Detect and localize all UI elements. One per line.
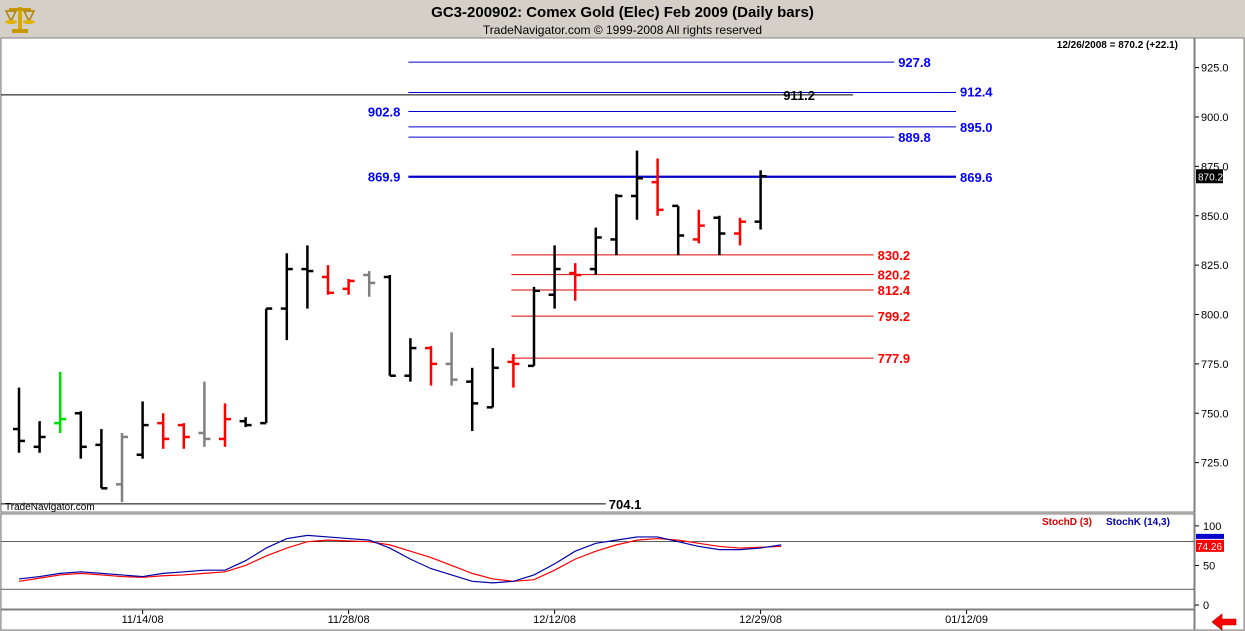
price-tick-label: 725.0: [1201, 458, 1229, 470]
ohlc-bar: [425, 346, 437, 386]
ohlc-bar: [342, 278, 355, 295]
stochastic-panel: 0 50 100 74.26: [1, 521, 1224, 612]
ohlc-bar: [404, 338, 417, 382]
watermark: TradeNavigator.com: [5, 502, 95, 513]
ohlc-bar: [54, 371, 67, 433]
ohlc-bar: [383, 275, 396, 377]
ohlc-bar: [631, 150, 643, 220]
date-tick-label: 01/12/09: [945, 614, 988, 626]
price-tick-label: 825.0: [1201, 260, 1229, 272]
ohlc-bar: [13, 387, 25, 453]
stochd-line: [18, 537, 782, 582]
ohlc-bar: [198, 381, 211, 447]
last-price-label: 870.2: [1198, 172, 1223, 183]
ohlc-bar: [74, 411, 87, 459]
level-label: 812.4: [878, 283, 911, 298]
level-label: 820.2: [878, 268, 911, 283]
ohlc-bar: [157, 413, 170, 449]
ohlc-bar: [507, 354, 520, 388]
level-label: 777.9: [878, 351, 911, 366]
price-bars: [13, 150, 767, 503]
legend-stochd: StochD (3): [1042, 517, 1092, 528]
level-label: 799.2: [878, 309, 911, 324]
date-tick-label: 11/28/08: [328, 614, 370, 626]
price-readout: 12/26/2008 = 870.2 (+22.1): [1057, 40, 1178, 51]
level-label: 911.2: [783, 88, 815, 103]
ohlc-bar: [672, 204, 685, 256]
level-label: 869.9: [368, 169, 401, 184]
chart-title: GC3-200902: Comex Gold (Elec) Feb 2009 (…: [431, 4, 814, 21]
ohlc-bar: [301, 245, 314, 309]
last-price-box: [1196, 169, 1223, 184]
ohlc-bar: [466, 367, 479, 432]
date-axis: 11/14/08 11/28/08 12/12/08 12/29/08 01/12/09: [122, 610, 988, 626]
stochk-marker: [1196, 533, 1224, 539]
level-label: 830.2: [878, 248, 911, 263]
ohlc-bar: [486, 348, 499, 409]
legend-stochk: StochK (14,3): [1106, 517, 1170, 528]
copyright-subtitle: TradeNavigator.com © 1999-2008 All right…: [482, 23, 763, 37]
price-tick-label: 750.0: [1201, 408, 1229, 420]
ohlc-bar: [445, 332, 458, 386]
ohlc-bar: [692, 209, 705, 244]
ohlc-bar: [260, 307, 273, 425]
level-lines: 927.8 912.4 911.2 902.8 895.0 889.8 869.9 869.6…: [1, 55, 993, 512]
ohlc-bar: [754, 170, 767, 230]
level-label: 704.1: [609, 497, 642, 512]
date-tick-label: 11/14/08: [122, 614, 164, 626]
ohlc-bar: [177, 423, 190, 449]
ohlc-bar: [280, 253, 293, 341]
ohlc-bar: [363, 271, 376, 297]
level-label: 869.6: [960, 170, 993, 185]
level-label: 895.0: [960, 120, 993, 135]
price-tick-label: 925.0: [1201, 63, 1229, 75]
ohlc-bar: [33, 421, 46, 453]
level-label: 902.8: [368, 104, 401, 119]
ohlc-bar: [528, 286, 540, 368]
price-tick-label: 900.0: [1201, 112, 1229, 124]
stochd-value-box: [1196, 539, 1224, 552]
scales-logo-icon: [3, 3, 37, 40]
ohlc-bar: [713, 215, 726, 256]
ohlc-bar: [589, 227, 602, 275]
stoch-legend: StochD (3) StochK (14,3): [1042, 517, 1170, 528]
price-tick-label: 800.0: [1201, 310, 1229, 322]
ohlc-bar: [239, 417, 252, 428]
scroll-left-arrow-icon[interactable]: [1211, 613, 1237, 631]
ohlc-bar: [569, 263, 582, 301]
price-axis: 725.0750.0775.0800.0825.0850.0875.0900.0…: [1195, 63, 1229, 470]
ohlc-bar: [95, 429, 108, 490]
ohlc-bar: [219, 403, 231, 447]
level-label: 889.8: [898, 130, 931, 145]
date-tick-label: 12/29/08: [739, 614, 782, 626]
stoch-tick-label: 100: [1203, 521, 1221, 533]
ohlc-bar: [610, 194, 623, 256]
level-label: 927.8: [898, 55, 931, 70]
ohlc-bar: [734, 217, 746, 246]
ohlc-bar: [116, 433, 128, 503]
stoch-tick-label: 0: [1203, 600, 1209, 612]
ohlc-bar: [322, 265, 334, 295]
stoch-tick-label: 50: [1203, 560, 1215, 572]
price-tick-label: 775.0: [1201, 359, 1229, 371]
stoch-last-value: 74.26: [1197, 542, 1222, 553]
price-tick-label: 850.0: [1201, 211, 1229, 223]
date-tick-label: 12/12/08: [533, 614, 576, 626]
stochk-line: [18, 534, 782, 584]
level-label: 912.4: [960, 85, 993, 100]
ohlc-bar: [136, 401, 149, 459]
ohlc-bar: [548, 245, 561, 309]
ohlc-bar: [651, 158, 664, 216]
